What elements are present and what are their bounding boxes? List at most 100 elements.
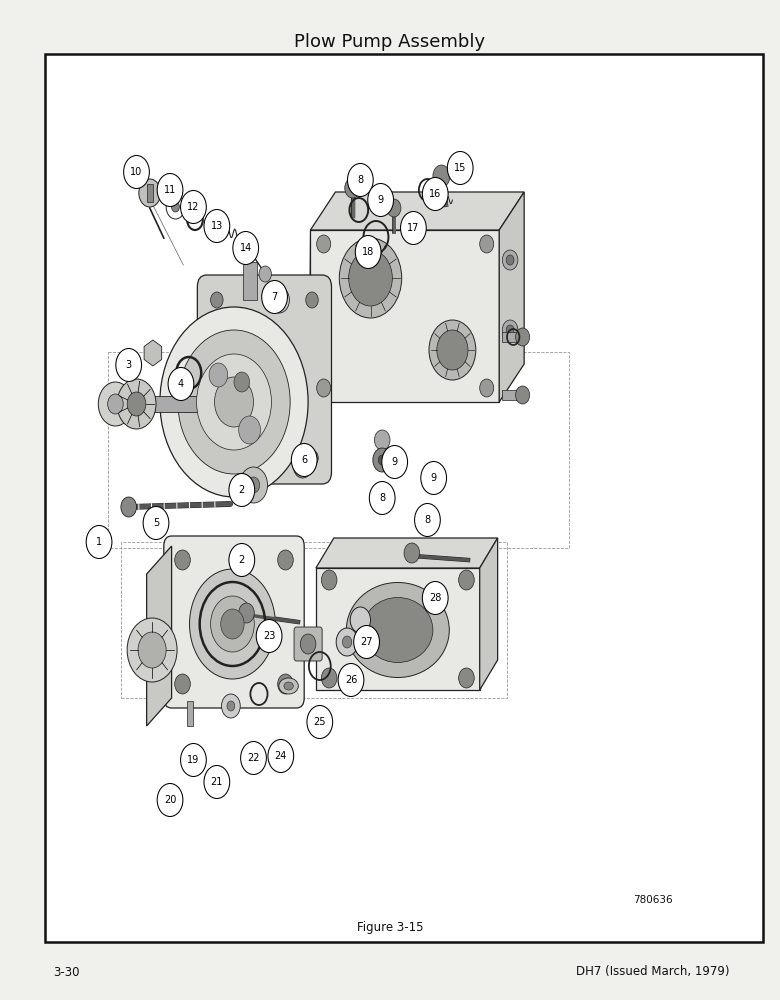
Circle shape	[291, 444, 317, 477]
Text: 5: 5	[153, 518, 159, 528]
Circle shape	[157, 174, 183, 207]
Circle shape	[247, 477, 260, 493]
Text: 1: 1	[96, 537, 102, 547]
Text: 12: 12	[187, 202, 200, 212]
Polygon shape	[480, 538, 498, 690]
Bar	[45, 54, 763, 942]
Circle shape	[234, 372, 250, 392]
Circle shape	[229, 474, 254, 506]
Text: 10: 10	[130, 167, 143, 177]
Circle shape	[123, 155, 150, 188]
Circle shape	[306, 292, 318, 308]
Text: 25: 25	[314, 717, 326, 727]
Text: 14: 14	[239, 243, 252, 253]
Circle shape	[429, 320, 476, 380]
Circle shape	[127, 618, 177, 682]
Circle shape	[516, 328, 530, 346]
Circle shape	[175, 550, 190, 570]
Circle shape	[117, 379, 156, 429]
Text: 13: 13	[211, 221, 223, 231]
Text: 28: 28	[429, 593, 441, 603]
Text: 18: 18	[362, 247, 374, 257]
Circle shape	[269, 287, 289, 313]
Text: 21: 21	[211, 777, 223, 787]
Polygon shape	[147, 546, 172, 726]
Circle shape	[190, 569, 275, 679]
Circle shape	[204, 210, 230, 242]
Circle shape	[178, 330, 290, 474]
Circle shape	[256, 619, 282, 652]
Circle shape	[175, 674, 190, 694]
Circle shape	[278, 550, 293, 570]
Bar	[243, 262, 257, 300]
Text: 24: 24	[275, 751, 287, 761]
Circle shape	[307, 706, 332, 738]
Circle shape	[370, 482, 395, 514]
Bar	[123, 396, 213, 412]
Circle shape	[144, 506, 168, 540]
Circle shape	[355, 235, 381, 268]
Circle shape	[222, 694, 240, 718]
Circle shape	[401, 212, 427, 244]
Circle shape	[215, 377, 254, 427]
Bar	[187, 701, 193, 726]
Circle shape	[342, 636, 352, 648]
Text: 2: 2	[239, 555, 245, 565]
Circle shape	[168, 367, 194, 400]
Text: 2: 2	[239, 485, 245, 495]
Polygon shape	[316, 568, 480, 690]
Circle shape	[259, 266, 271, 282]
Circle shape	[180, 190, 206, 224]
Circle shape	[299, 461, 307, 471]
Circle shape	[239, 416, 261, 444]
Polygon shape	[310, 192, 524, 230]
Text: 23: 23	[263, 631, 275, 641]
Circle shape	[374, 430, 390, 450]
Circle shape	[336, 628, 358, 656]
Circle shape	[437, 330, 468, 370]
Circle shape	[306, 450, 318, 466]
Circle shape	[240, 742, 267, 774]
Circle shape	[239, 603, 254, 623]
Text: 11: 11	[164, 185, 176, 195]
Circle shape	[317, 379, 331, 397]
Text: 3: 3	[126, 360, 132, 370]
Polygon shape	[144, 340, 161, 366]
Ellipse shape	[363, 597, 433, 662]
Circle shape	[480, 379, 494, 397]
Text: 16: 16	[429, 189, 441, 199]
Circle shape	[506, 325, 514, 335]
Text: 17: 17	[407, 223, 420, 233]
Circle shape	[209, 363, 228, 387]
Circle shape	[480, 235, 494, 253]
Circle shape	[423, 582, 448, 614]
Circle shape	[180, 744, 206, 776]
Circle shape	[211, 292, 223, 308]
Ellipse shape	[279, 678, 298, 694]
Circle shape	[502, 250, 518, 270]
Text: 22: 22	[247, 753, 260, 763]
Circle shape	[433, 165, 450, 187]
Circle shape	[172, 202, 179, 212]
FancyBboxPatch shape	[164, 536, 304, 708]
Text: 9: 9	[392, 457, 398, 467]
Circle shape	[349, 250, 392, 306]
Circle shape	[293, 454, 312, 478]
Text: 26: 26	[345, 675, 357, 685]
Text: Figure 3-15: Figure 3-15	[356, 920, 424, 934]
Circle shape	[345, 178, 360, 198]
Text: DH7 (Issued March, 1979): DH7 (Issued March, 1979)	[576, 966, 729, 978]
Circle shape	[226, 362, 257, 402]
Circle shape	[211, 596, 254, 652]
Text: 20: 20	[164, 795, 176, 805]
Text: 27: 27	[360, 637, 373, 647]
Circle shape	[121, 497, 136, 517]
Circle shape	[423, 178, 448, 211]
Text: 15: 15	[454, 163, 466, 173]
Ellipse shape	[346, 582, 449, 678]
Text: 6: 6	[301, 455, 307, 465]
Circle shape	[157, 784, 183, 816]
Circle shape	[516, 386, 530, 404]
Text: 8: 8	[357, 175, 363, 185]
Text: 4: 4	[178, 379, 184, 389]
